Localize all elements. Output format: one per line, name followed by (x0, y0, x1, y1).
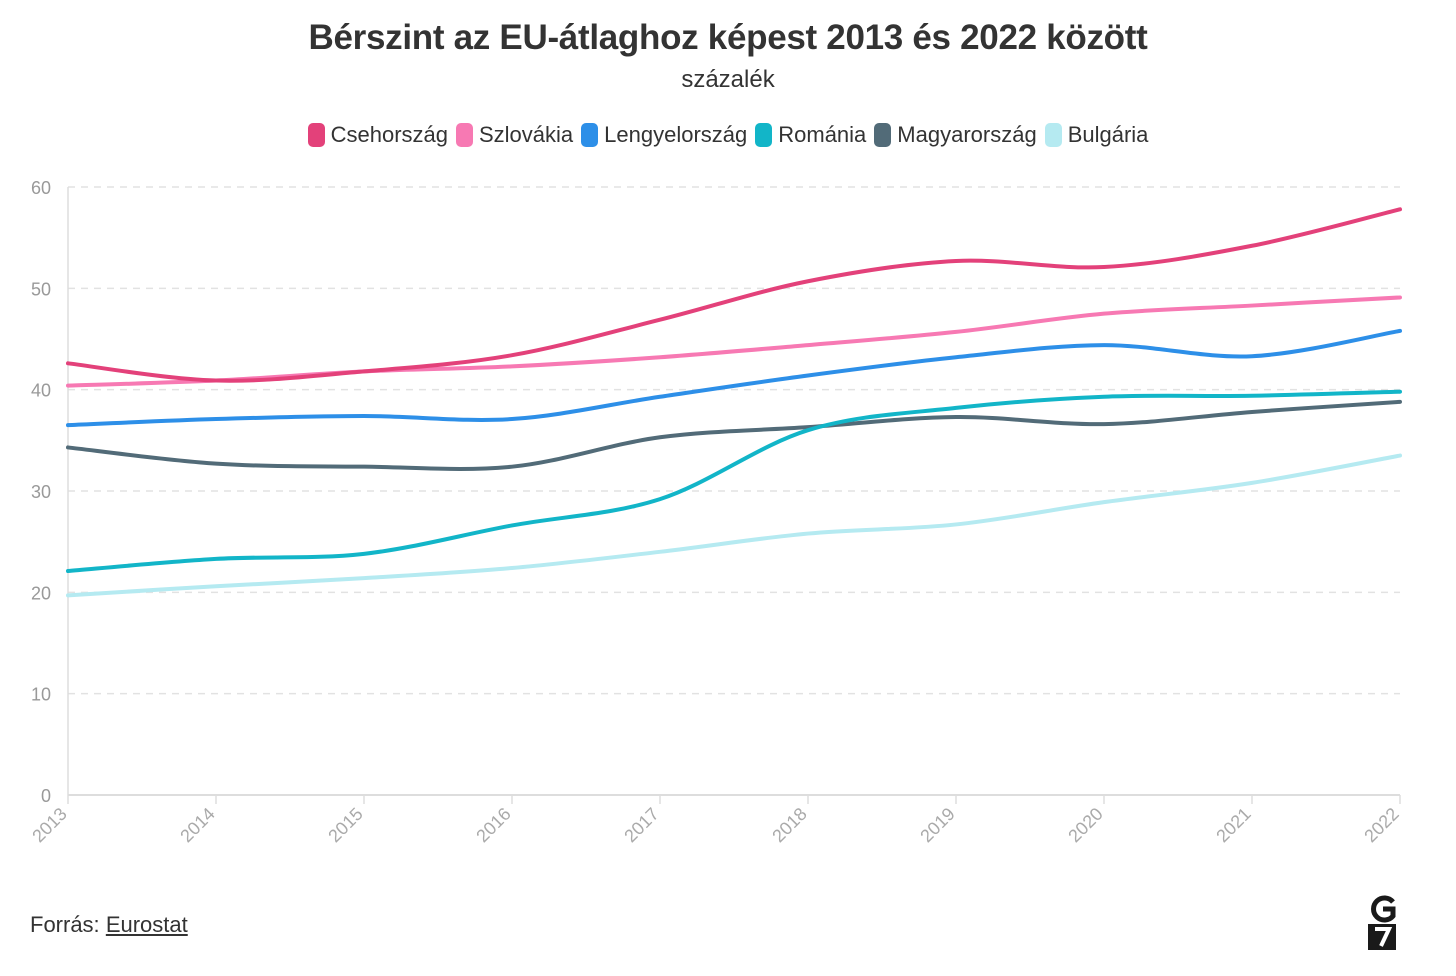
legend-swatch (874, 123, 892, 147)
x-tick-label: 2022 (1360, 804, 1402, 846)
series-line-csehorszag (66, 207, 1402, 383)
y-tick-label: 10 (31, 685, 51, 705)
series-line-szlovakia (66, 295, 1402, 388)
legend-label: Bulgária (1067, 122, 1149, 147)
series-line-romania (66, 389, 1402, 574)
legend-label: Szlovákia (478, 122, 574, 147)
y-tick-label: 30 (31, 482, 51, 502)
source-label: Forrás: (30, 912, 100, 937)
y-tick-label: 40 (31, 381, 51, 401)
x-tick-label: 2013 (28, 804, 70, 846)
legend-item-csehorszag[interactable]: Csehország (307, 122, 448, 148)
legend-swatch (581, 123, 599, 147)
chart-legend: Csehország Szlovákia Lengyelország Románia M… (0, 122, 1456, 148)
legend-label: Lengyelország (604, 122, 748, 147)
grid-lines (68, 186, 1400, 695)
legend-label: Csehország (330, 122, 448, 147)
legend-item-lengyelorszag[interactable]: Lengyelország (581, 122, 747, 148)
x-tick-label: 2014 (176, 804, 218, 846)
legend-swatch (1044, 123, 1062, 147)
axes (67, 187, 1400, 796)
g7-logo (1368, 895, 1396, 950)
legend-swatch (755, 123, 773, 147)
series-lines (66, 207, 1402, 598)
legend-swatch (455, 123, 473, 147)
x-axis-ticks: 2013 2014 2015 2016 2017 2018 2019 2020 2021 2022 (28, 795, 1403, 846)
chart-title: Bérszint az EU-átlaghoz képest 2013 és 2… (308, 18, 1148, 57)
legend-swatch (307, 123, 325, 147)
legend-label: Románia (778, 122, 867, 147)
legend-item-magyarorszag[interactable]: Magyarország (874, 122, 1037, 148)
x-tick-label: 2017 (620, 804, 662, 846)
y-axis-ticks: 0 10 20 30 40 50 60 (31, 178, 51, 806)
x-tick-label: 2016 (472, 804, 514, 846)
x-tick-label: 2021 (1212, 804, 1254, 846)
x-tick-label: 2018 (768, 804, 810, 846)
legend-item-romania[interactable]: Románia (755, 122, 866, 148)
y-tick-label: 0 (41, 786, 51, 806)
y-tick-label: 50 (31, 279, 51, 299)
chart-subtitle: százalék (681, 66, 775, 93)
series-line-magyarorszag (66, 399, 1402, 471)
legend-item-bulgaria[interactable]: Bulgária (1044, 122, 1149, 148)
y-tick-label: 60 (31, 178, 51, 198)
y-tick-label: 20 (31, 583, 51, 603)
legend-item-szlovakia[interactable]: Szlovákia (455, 122, 574, 148)
x-tick-label: 2020 (1064, 804, 1106, 846)
source-note: Forrás: Eurostat (30, 912, 188, 938)
series-line-lengyelorszag (66, 328, 1402, 428)
source-link[interactable]: Eurostat (105, 912, 188, 937)
series-line-bulgaria (66, 453, 1402, 598)
x-tick-label: 2019 (916, 804, 958, 846)
x-tick-label: 2015 (324, 804, 366, 846)
legend-label: Magyarország (897, 122, 1037, 147)
